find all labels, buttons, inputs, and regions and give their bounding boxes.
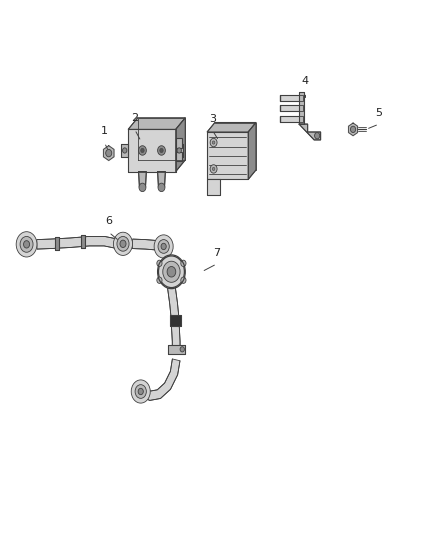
Text: 4: 4 (302, 76, 309, 86)
Polygon shape (176, 144, 183, 157)
Circle shape (180, 346, 184, 352)
Circle shape (113, 232, 133, 255)
Circle shape (157, 260, 162, 266)
Polygon shape (279, 94, 304, 101)
Circle shape (138, 389, 143, 394)
Circle shape (210, 139, 217, 147)
Polygon shape (37, 237, 118, 249)
Polygon shape (279, 116, 304, 122)
Text: 7: 7 (213, 247, 220, 257)
Circle shape (212, 167, 215, 171)
Polygon shape (140, 359, 180, 400)
Polygon shape (128, 130, 176, 172)
Circle shape (135, 385, 146, 398)
Circle shape (158, 183, 165, 191)
Polygon shape (279, 105, 304, 111)
Polygon shape (171, 325, 180, 354)
Polygon shape (349, 123, 357, 136)
Polygon shape (168, 287, 179, 317)
Polygon shape (207, 132, 248, 180)
Polygon shape (55, 237, 59, 250)
Text: 6: 6 (105, 216, 112, 226)
Polygon shape (121, 144, 128, 157)
Polygon shape (132, 239, 159, 250)
Circle shape (181, 277, 186, 284)
Text: 3: 3 (209, 114, 216, 124)
Circle shape (154, 235, 173, 258)
Polygon shape (176, 139, 182, 148)
Circle shape (350, 126, 356, 133)
Circle shape (16, 232, 37, 257)
Polygon shape (207, 180, 220, 195)
Polygon shape (168, 345, 185, 353)
Polygon shape (81, 236, 85, 248)
Polygon shape (103, 146, 114, 160)
Circle shape (212, 141, 215, 144)
Circle shape (210, 165, 217, 173)
Polygon shape (176, 118, 185, 172)
Circle shape (20, 237, 33, 252)
Circle shape (139, 183, 146, 191)
Circle shape (24, 241, 30, 248)
Polygon shape (158, 172, 166, 188)
Polygon shape (128, 118, 185, 130)
Circle shape (158, 240, 169, 253)
Polygon shape (299, 124, 321, 140)
Text: 5: 5 (375, 108, 382, 118)
Circle shape (181, 260, 186, 266)
Circle shape (158, 146, 166, 155)
Text: 2: 2 (131, 113, 138, 123)
Circle shape (314, 133, 320, 139)
Circle shape (167, 266, 176, 277)
Polygon shape (170, 315, 180, 326)
Polygon shape (248, 123, 256, 180)
Circle shape (138, 146, 146, 155)
Circle shape (161, 243, 166, 249)
Circle shape (123, 148, 127, 153)
Circle shape (106, 149, 112, 157)
Circle shape (117, 237, 129, 251)
Text: 1: 1 (101, 126, 108, 136)
Polygon shape (138, 172, 146, 188)
Circle shape (159, 256, 184, 288)
Polygon shape (299, 92, 304, 124)
Circle shape (177, 148, 181, 153)
Circle shape (163, 261, 180, 282)
Circle shape (141, 148, 144, 152)
Circle shape (120, 240, 126, 247)
Polygon shape (176, 151, 182, 161)
Circle shape (160, 148, 163, 152)
Circle shape (131, 380, 150, 403)
Circle shape (157, 277, 162, 284)
Polygon shape (207, 123, 256, 132)
